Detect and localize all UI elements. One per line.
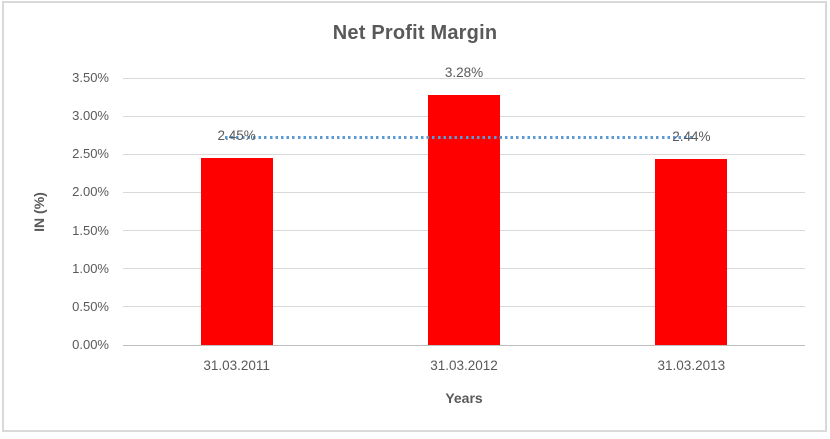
y-axis-tick-label: 1.50% [72, 222, 109, 238]
x-axis-tick-label: 31.03.2013 [657, 358, 726, 373]
y-axis-tick-label: 2.50% [72, 146, 109, 162]
x-axis-line [123, 344, 805, 346]
trendline[interactable] [225, 136, 693, 139]
gridline [123, 77, 805, 79]
bar-31.03.2011[interactable] [200, 158, 273, 345]
x-axis-tick-label: 31.03.2011 [203, 358, 270, 373]
bar-31.03.2013[interactable] [655, 158, 728, 345]
y-axis-tick-label: 0.50% [72, 298, 109, 314]
y-axis-tick-label: 0.00% [72, 337, 109, 352]
data-label: 3.28% [444, 64, 484, 80]
plot-area: 2.45% 3.28% 2.44% [123, 65, 805, 346]
bar-31.03.2012[interactable] [428, 94, 500, 345]
y-axis-tick-label: 2.00% [72, 184, 109, 200]
chart-title: Net Profit Margin [332, 22, 498, 44]
y-axis-tick-label: 1.00% [72, 260, 109, 276]
y-axis-tick-label: 3.00% [72, 108, 109, 124]
data-label: 2.45% [217, 128, 256, 144]
y-axis-tick-label: 3.50% [72, 70, 109, 85]
data-label: 2.44% [672, 128, 711, 144]
x-axis-title: Years [445, 390, 483, 406]
x-axis-tick-label: 31.03.2012 [430, 358, 498, 373]
